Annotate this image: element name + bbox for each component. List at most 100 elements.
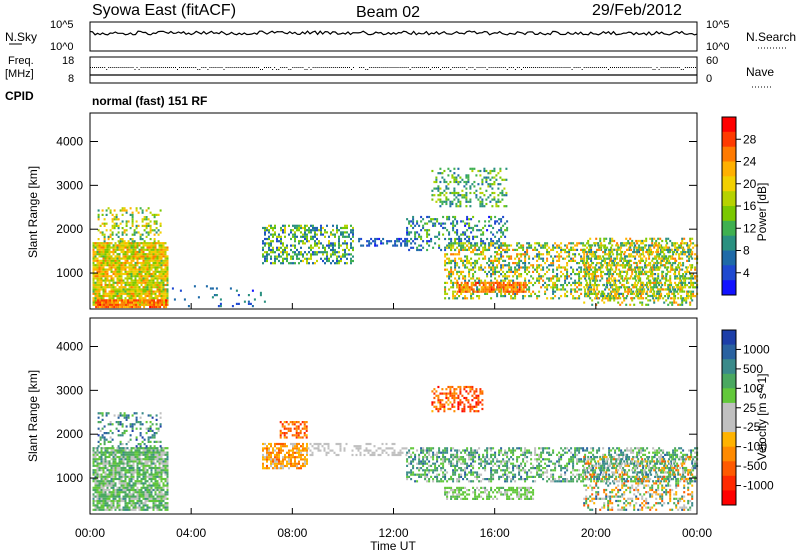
heatmap-cell	[470, 246, 473, 249]
heatmap-cell	[669, 281, 672, 284]
nave-dot	[421, 67, 423, 68]
heatmap-cell	[442, 233, 445, 236]
heatmap-cell	[604, 253, 607, 256]
heatmap-cell	[627, 288, 630, 291]
heatmap-cell	[594, 275, 597, 278]
heatmap-cell	[102, 502, 105, 505]
heatmap-cell	[570, 257, 573, 260]
heatmap-cell	[338, 262, 340, 265]
heatmap-cell	[133, 240, 136, 243]
heatmap-cell	[263, 300, 266, 303]
heatmap-cell	[426, 229, 429, 232]
nave-dot	[235, 67, 237, 68]
heatmap-cell	[286, 244, 288, 247]
heatmap-cell	[138, 294, 141, 298]
heatmap-cell	[128, 266, 131, 269]
nave-dot	[124, 67, 126, 68]
heatmap-cell	[681, 257, 684, 260]
heatmap-cell	[262, 226, 264, 230]
heatmap-cell	[456, 231, 459, 234]
heatmap-cell	[656, 262, 659, 265]
heatmap-cell	[665, 244, 668, 247]
heatmap-cell	[98, 473, 101, 476]
heatmap-cell	[274, 231, 276, 234]
heatmap-cell	[262, 248, 264, 252]
heatmap-cell	[633, 303, 636, 306]
heatmap-cell	[268, 244, 270, 247]
heatmap-cell	[122, 248, 125, 251]
heatmap-cell	[659, 261, 662, 265]
heatmap-cell	[610, 257, 613, 260]
nave-dot	[640, 67, 642, 68]
heatmap-cell	[132, 248, 135, 251]
heatmap-cell	[118, 266, 121, 269]
heatmap-cell	[136, 242, 139, 245]
heatmap-cell	[284, 224, 286, 227]
heatmap-cell	[114, 268, 117, 271]
heatmap-cell	[164, 257, 167, 260]
heatmap-cell	[135, 209, 138, 212]
heatmap-cell	[94, 246, 97, 249]
heatmap-cell	[623, 253, 626, 256]
heatmap-cell	[372, 240, 375, 243]
heatmap-cell	[98, 259, 101, 262]
heatmap-cell	[437, 189, 440, 192]
heatmap-cell	[668, 290, 671, 293]
heatmap-cell	[498, 229, 501, 232]
heatmap-cell	[485, 176, 488, 179]
heatmap-cell	[108, 294, 111, 298]
heatmap-cell	[334, 244, 336, 247]
heatmap-cell	[608, 242, 611, 245]
heatmap-cell	[150, 255, 153, 258]
heatmap-cell	[508, 262, 511, 265]
heatmap-cell	[96, 270, 99, 273]
heatmap-cell	[150, 242, 153, 245]
heatmap-cell	[406, 229, 409, 232]
nave-dot	[583, 67, 585, 68]
heatmap-cell	[641, 246, 644, 249]
heatmap-cell	[108, 259, 111, 262]
heatmap-cell	[497, 187, 500, 190]
heatmap-cell	[629, 237, 632, 240]
heatmap-cell	[136, 255, 139, 258]
heatmap-cell	[104, 449, 107, 452]
heatmap-cell	[132, 270, 135, 273]
nave-dot	[183, 67, 185, 68]
heatmap-cell	[118, 277, 121, 280]
heatmap-cell	[488, 215, 491, 219]
heatmap-cell	[464, 290, 467, 293]
heatmap-cell	[490, 286, 493, 289]
nave-dot	[338, 67, 340, 68]
heatmap-cell	[607, 253, 610, 256]
heatmap-cell	[674, 248, 677, 251]
heatmap-cell	[484, 242, 487, 245]
heatmap-cell	[96, 257, 99, 260]
heatmap-cell	[465, 198, 468, 201]
heatmap-cell	[110, 275, 113, 278]
heatmap-cell	[320, 251, 322, 254]
heatmap-cell	[522, 266, 525, 269]
heatmap-cell	[657, 261, 660, 265]
heatmap-cell	[614, 295, 617, 298]
heatmap-cell	[552, 257, 555, 260]
heatmap-cell	[160, 266, 163, 269]
heatmap-cell	[129, 305, 132, 309]
heatmap-cell	[117, 305, 120, 309]
heatmap-cell	[464, 264, 467, 267]
heatmap-cell	[151, 301, 154, 304]
heatmap-cell	[648, 255, 651, 258]
heatmap-cell	[684, 242, 687, 245]
nave-dot	[567, 67, 569, 68]
heatmap-cell	[536, 279, 539, 282]
heatmap-cell	[294, 251, 296, 254]
heatmap-cell	[630, 297, 633, 300]
heatmap-cell	[591, 261, 594, 265]
heatmap-cell	[452, 220, 455, 223]
heatmap-cell	[98, 288, 101, 291]
heatmap-cell	[114, 270, 117, 273]
nave-dot	[636, 67, 638, 68]
heatmap-cell	[450, 275, 453, 278]
heatmap-cell	[447, 174, 450, 177]
heatmap-cell	[617, 272, 620, 276]
heatmap-cell	[330, 262, 332, 265]
